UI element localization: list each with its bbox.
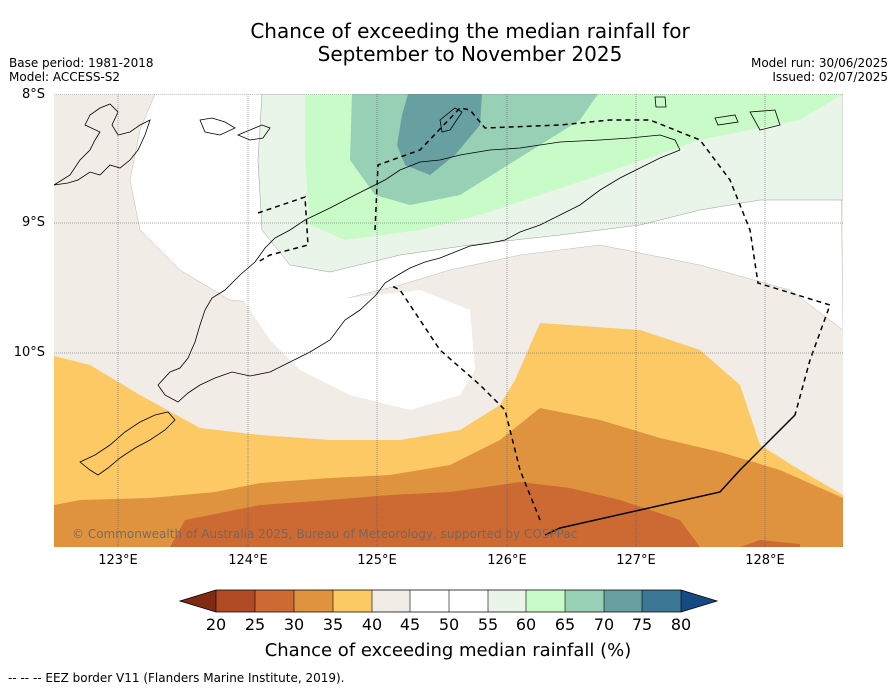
island-small-3 (749, 109, 781, 131)
contour-dark-orange (170, 482, 700, 547)
colorbar-bin-55-60 (488, 590, 526, 612)
sumba-coast (79, 411, 176, 476)
flores-coast (54, 103, 151, 186)
colorbar-bin-65-70 (565, 590, 604, 612)
lon-label-126e: 126°E (487, 553, 527, 568)
colorbar-tick-25: 25 (244, 615, 266, 634)
map-title: Chance of exceeding the median rainfall … (0, 20, 896, 66)
eez-border-solid (544, 414, 796, 536)
gridlines (54, 94, 843, 547)
colorbar (178, 589, 719, 613)
colorbar-bin-70-75 (604, 590, 642, 612)
meta-left: Base period: 1981-2018 Model: ACCESS-S2 (9, 56, 154, 84)
lon-label-125e: 125°E (357, 553, 397, 568)
contour-white-south (240, 290, 475, 410)
lon-label-124e: 124°E (228, 553, 268, 568)
eez-footnote: -- -- -- EEZ border V11 (Flanders Marine… (8, 671, 345, 685)
colorbar-bin-60-65 (526, 590, 565, 612)
eez-border (257, 107, 831, 521)
colorbar-bin-35-40 (333, 590, 372, 612)
colorbar-tick-45: 45 (399, 615, 421, 634)
lat-label-8s: 8°S (21, 87, 45, 102)
island-small-2 (714, 114, 739, 126)
lat-label-10s: 10°S (13, 345, 45, 360)
colorbar-bin-30-35 (294, 590, 333, 612)
colorbar-tick-55: 55 (477, 615, 499, 634)
colorbar-tick-65: 65 (554, 615, 576, 634)
colorbar-label: Chance of exceeding median rainfall (%) (264, 640, 632, 661)
colorbar-tick-35: 35 (322, 615, 344, 634)
model-name: Model: ACCESS-S2 (9, 70, 121, 84)
alor-coast (199, 117, 236, 136)
wetar-coast (236, 124, 271, 141)
title-line-1: Chance of exceeding the median rainfall … (250, 19, 690, 43)
lon-label-128e: 128°E (745, 553, 785, 568)
colorbar-tick-20: 20 (205, 615, 227, 634)
lon-label-123e: 123°E (98, 553, 138, 568)
contour-dark-orange-east (740, 540, 800, 547)
lat-label-9s: 9°S (21, 215, 45, 230)
colorbar-tick-40: 40 (361, 615, 383, 634)
issued-date: Issued: 02/07/2025 (772, 70, 888, 84)
title-line-2: September to November 2025 (317, 42, 623, 66)
colorbar-tick-60: 60 (515, 615, 537, 634)
colorbar-bin-75-80 (642, 590, 681, 612)
colorbar-bin-40-45 (372, 590, 410, 612)
colorbar-tick-50: 50 (438, 615, 460, 634)
model-run: Model run: 30/06/2025 (750, 56, 888, 70)
copyright-notice: © Commonwealth of Australia 2025, Bureau… (72, 527, 578, 541)
colorbar-bin-25-30 (255, 590, 294, 612)
coastlines (54, 96, 781, 476)
timor-north-coast (375, 149, 681, 296)
atauro-coast (439, 107, 463, 133)
base-period: Base period: 1981-2018 (9, 56, 154, 70)
colorbar-bin-20-25 (216, 590, 255, 612)
colorbar-tick-80: 80 (670, 615, 692, 634)
island-small-1 (654, 96, 667, 108)
map-area (54, 94, 843, 547)
meta-right: Model run: 30/06/2025 Issued: 02/07/2025 (751, 56, 888, 84)
colorbar-tick-70: 70 (593, 615, 615, 634)
colorbar-min-arrow (180, 590, 216, 612)
colorbar-tick-75: 75 (631, 615, 653, 634)
lon-label-127e: 127°E (616, 553, 656, 568)
colorbar-tick-30: 30 (283, 615, 305, 634)
colorbar-max-arrow (681, 590, 717, 612)
colorbar-bin-50-55 (449, 590, 488, 612)
colorbar-bin-45-50 (410, 590, 449, 612)
timor-south-coast (157, 134, 681, 403)
